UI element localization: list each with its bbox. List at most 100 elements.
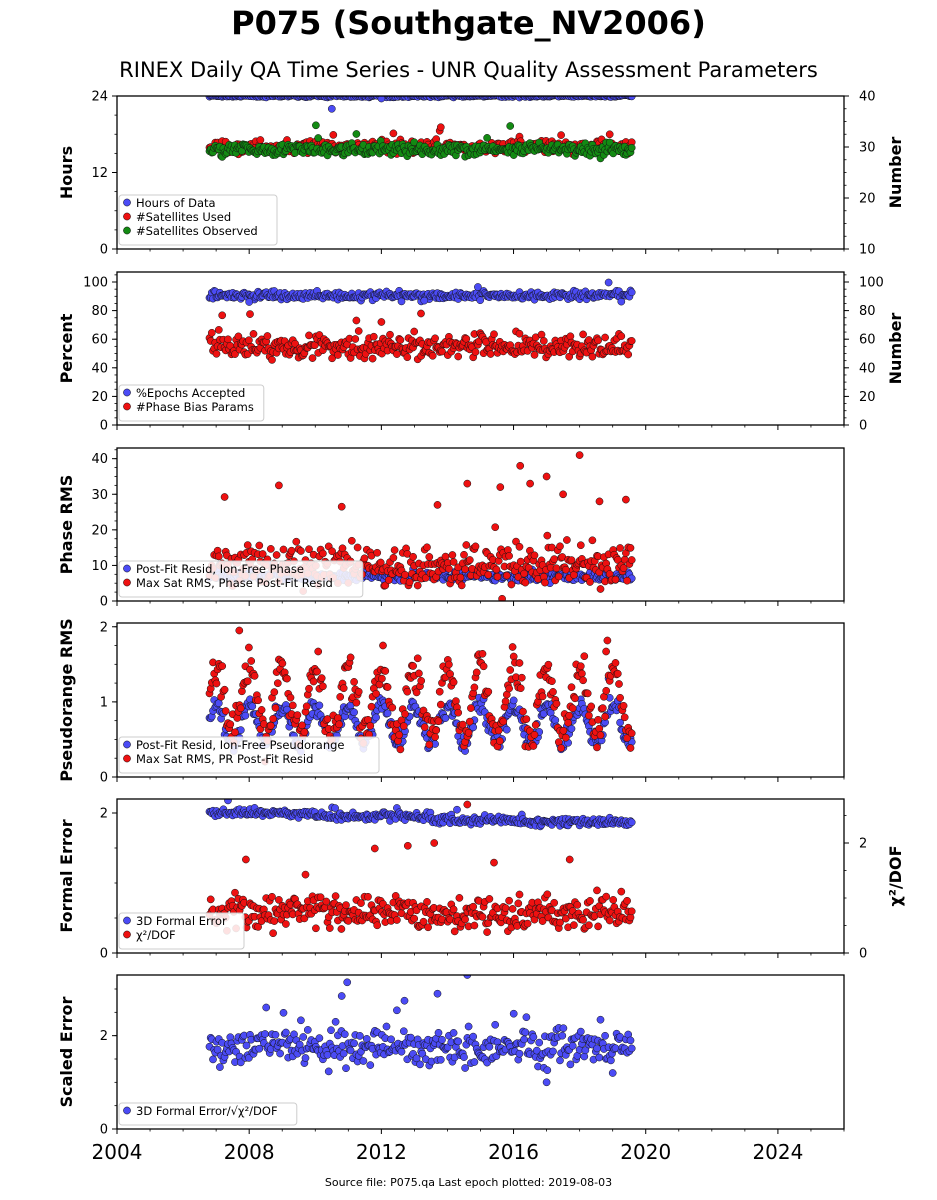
data-point [349, 88, 356, 95]
data-point [549, 688, 557, 696]
data-point [573, 901, 582, 909]
data-point [303, 1026, 312, 1034]
data-point [611, 575, 620, 584]
data-point [516, 557, 525, 566]
data-point [605, 138, 614, 147]
data-point [492, 565, 501, 574]
data-point [431, 733, 439, 741]
legend-label: #Satellites Observed [136, 224, 258, 238]
data-point [617, 887, 626, 896]
y-tick-label: 0 [100, 1123, 108, 1138]
data-point [337, 925, 346, 933]
data-point [515, 890, 524, 899]
data-point [305, 545, 313, 554]
y-tick-label: 30 [91, 488, 108, 503]
data-point [507, 580, 516, 589]
data-point [576, 541, 585, 550]
data-point [346, 1046, 355, 1055]
legend-marker [123, 1106, 131, 1115]
data-point [312, 121, 320, 130]
data-point [627, 729, 636, 738]
data-point [515, 659, 524, 667]
data-point [270, 917, 279, 925]
data-point [207, 328, 216, 337]
y-tick-label-right: 2 [859, 837, 867, 852]
y-tick-label-right: 10 [859, 243, 876, 258]
data-point [563, 536, 571, 544]
data-point [353, 543, 362, 552]
data-point [379, 641, 387, 650]
data-point-outlier [242, 855, 250, 864]
data-point [266, 721, 275, 730]
panel-2: 020406080100Percent020406080100Number%Ep… [57, 271, 905, 434]
data-point [532, 1046, 541, 1055]
data-point [567, 556, 576, 564]
legend: 3D Formal Error/√χ²/DOF [118, 1102, 298, 1126]
data-points [205, 799, 636, 938]
y-tick-label-right: 40 [859, 90, 876, 105]
data-point [620, 713, 629, 722]
data-point [476, 296, 485, 305]
data-point [462, 334, 471, 343]
legend-marker [123, 754, 131, 763]
data-point [469, 1032, 478, 1041]
y-axis-label-right: χ²/DOF [886, 846, 905, 907]
data-point [366, 1061, 375, 1069]
data-point [282, 1028, 290, 1037]
data-point [457, 581, 466, 590]
data-point [401, 710, 409, 718]
data-point-outlier [526, 479, 534, 488]
data-point-outlier [370, 844, 379, 853]
data-point-outlier [496, 483, 505, 491]
data-point [432, 726, 441, 735]
y-tick-label-right: 40 [859, 361, 876, 376]
legend-marker [123, 930, 131, 939]
data-point [596, 1015, 605, 1024]
legend-label: Post-Fit Resid, Ion-Free Phase [136, 562, 304, 576]
data-point [279, 1008, 288, 1017]
data-point [389, 553, 398, 562]
y-tick-label: 24 [91, 90, 108, 105]
data-point-outlier [559, 490, 567, 499]
data-point [588, 352, 597, 361]
data-point [342, 1064, 350, 1073]
data-point [616, 544, 624, 552]
data-point-outlier [608, 1069, 617, 1077]
data-point [521, 578, 530, 587]
data-point [461, 1064, 469, 1072]
data-point [282, 920, 290, 928]
data-point [391, 892, 400, 900]
legend-marker [123, 198, 131, 207]
legend-marker [123, 564, 131, 573]
data-point [445, 564, 453, 573]
y-axis-label: Hours [57, 146, 76, 199]
data-point [269, 714, 277, 723]
data-point [272, 551, 281, 559]
data-point [315, 1034, 324, 1042]
data-point [305, 684, 313, 693]
data-point [226, 720, 235, 729]
legend-label: Hours of Data [136, 196, 216, 210]
y-axis-right: 02 [844, 815, 867, 962]
data-point [460, 550, 468, 559]
data-point [607, 1056, 615, 1065]
legend: Post-Fit Resid, Ion-Free PseudorangeMax … [118, 736, 380, 774]
data-point [415, 669, 423, 678]
data-point [520, 569, 528, 578]
data-point [549, 1047, 557, 1056]
data-point [515, 542, 524, 551]
data-point-outlier [420, 296, 429, 305]
data-point [522, 1013, 531, 1022]
data-point [593, 743, 601, 752]
data-point [615, 680, 623, 688]
x-tick-label: 2024 [752, 1140, 803, 1164]
data-point [224, 799, 232, 805]
data-point [410, 327, 419, 336]
data-point [231, 350, 239, 358]
y-tick-label: 0 [100, 947, 108, 962]
data-point [212, 679, 221, 688]
data-point [449, 1029, 458, 1037]
data-point [471, 542, 480, 551]
y-axis-left: 012 [100, 620, 117, 786]
